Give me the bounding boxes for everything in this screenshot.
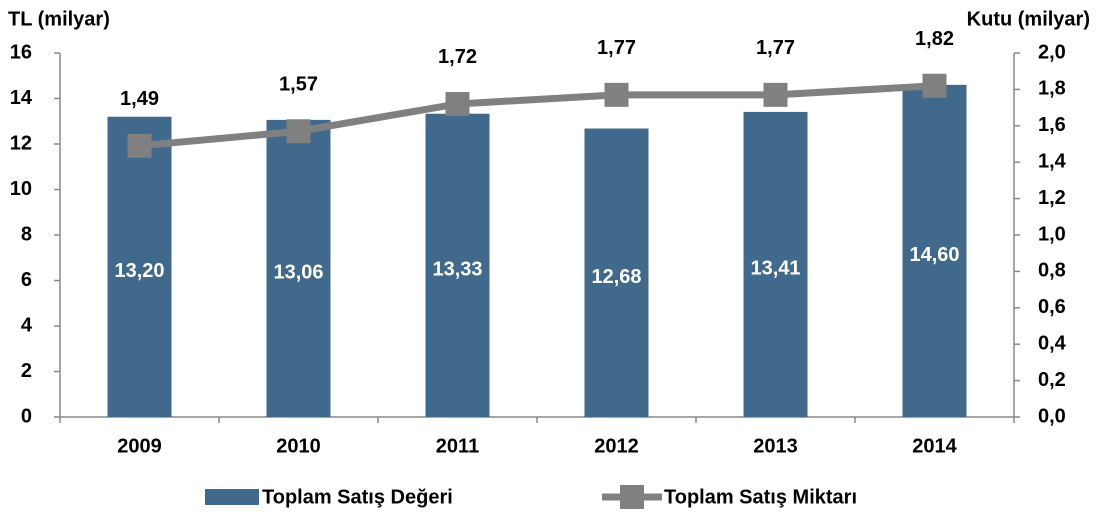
x-tick-label: 2012 — [594, 435, 639, 457]
line-marker — [763, 82, 788, 107]
bar-value-label: 12,68 — [591, 266, 641, 288]
x-tick-label: 2014 — [912, 435, 957, 457]
y2-tick-label: 0,6 — [1038, 296, 1066, 318]
line-value-label: 1,49 — [120, 88, 159, 110]
y2-tick-label: 1,8 — [1038, 78, 1066, 100]
line-marker — [604, 82, 629, 107]
x-tick-label: 2009 — [117, 435, 162, 457]
y2-axis-title: Kutu (milyar) — [967, 8, 1090, 30]
y2-tick-label: 0,4 — [1038, 332, 1067, 354]
line-value-label: 1,72 — [438, 46, 477, 68]
line-value-label: 1,57 — [279, 74, 318, 96]
bar-value-label: 13,33 — [432, 259, 482, 281]
bar — [107, 116, 172, 417]
line-value-label: 1,77 — [597, 37, 636, 59]
y-axis-title: TL (milyar) — [8, 8, 110, 30]
bar — [584, 128, 649, 417]
x-tick-label: 2013 — [753, 435, 798, 457]
legend-marker — [620, 485, 644, 509]
bar — [743, 111, 808, 418]
x-tick-label: 2011 — [436, 435, 479, 457]
legend-label: Toplam Satış Değeri — [262, 486, 453, 508]
y2-tick-label: 1,6 — [1038, 114, 1066, 136]
line-marker — [445, 91, 470, 116]
y-tick-label: 8 — [21, 223, 32, 245]
bar-value-label: 14,60 — [909, 244, 959, 266]
line-marker — [286, 119, 311, 144]
legend-label: Toplam Satış Miktarı — [664, 486, 857, 508]
y2-tick-label: 1,4 — [1038, 150, 1067, 172]
y2-tick-label: 0,2 — [1038, 369, 1066, 391]
y2-tick-label: 2,0 — [1038, 41, 1066, 63]
bar — [902, 84, 967, 417]
line-marker — [127, 133, 152, 158]
y-tick-label: 12 — [10, 132, 32, 154]
y-tick-label: 14 — [10, 87, 33, 109]
line — [139, 82, 935, 150]
y-tick-label: 16 — [10, 41, 32, 63]
line-marker — [922, 73, 947, 98]
y2-tick-label: 1,0 — [1038, 223, 1066, 245]
bar-value-label: 13,41 — [750, 258, 800, 280]
bar-value-label: 13,06 — [273, 262, 323, 284]
line-value-label: 1,82 — [915, 28, 954, 50]
y-tick-label: 4 — [21, 314, 33, 336]
y-tick-label: 2 — [21, 360, 32, 382]
bar — [425, 113, 490, 418]
y2-tick-label: 1,2 — [1038, 187, 1066, 209]
y2-tick-label: 0,8 — [1038, 260, 1066, 282]
bar — [266, 119, 331, 417]
y-tick-label: 6 — [21, 269, 32, 291]
y-tick-label: 0 — [21, 405, 32, 427]
y-tick-label: 10 — [10, 178, 32, 200]
legend-swatch — [205, 489, 259, 505]
line-value-label: 1,77 — [756, 37, 795, 59]
x-tick-label: 2010 — [276, 435, 321, 457]
bar-value-label: 13,20 — [114, 260, 164, 282]
y2-tick-label: 0,0 — [1038, 405, 1066, 427]
